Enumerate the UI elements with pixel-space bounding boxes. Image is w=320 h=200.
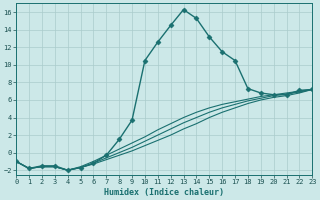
X-axis label: Humidex (Indice chaleur): Humidex (Indice chaleur) (104, 188, 224, 197)
